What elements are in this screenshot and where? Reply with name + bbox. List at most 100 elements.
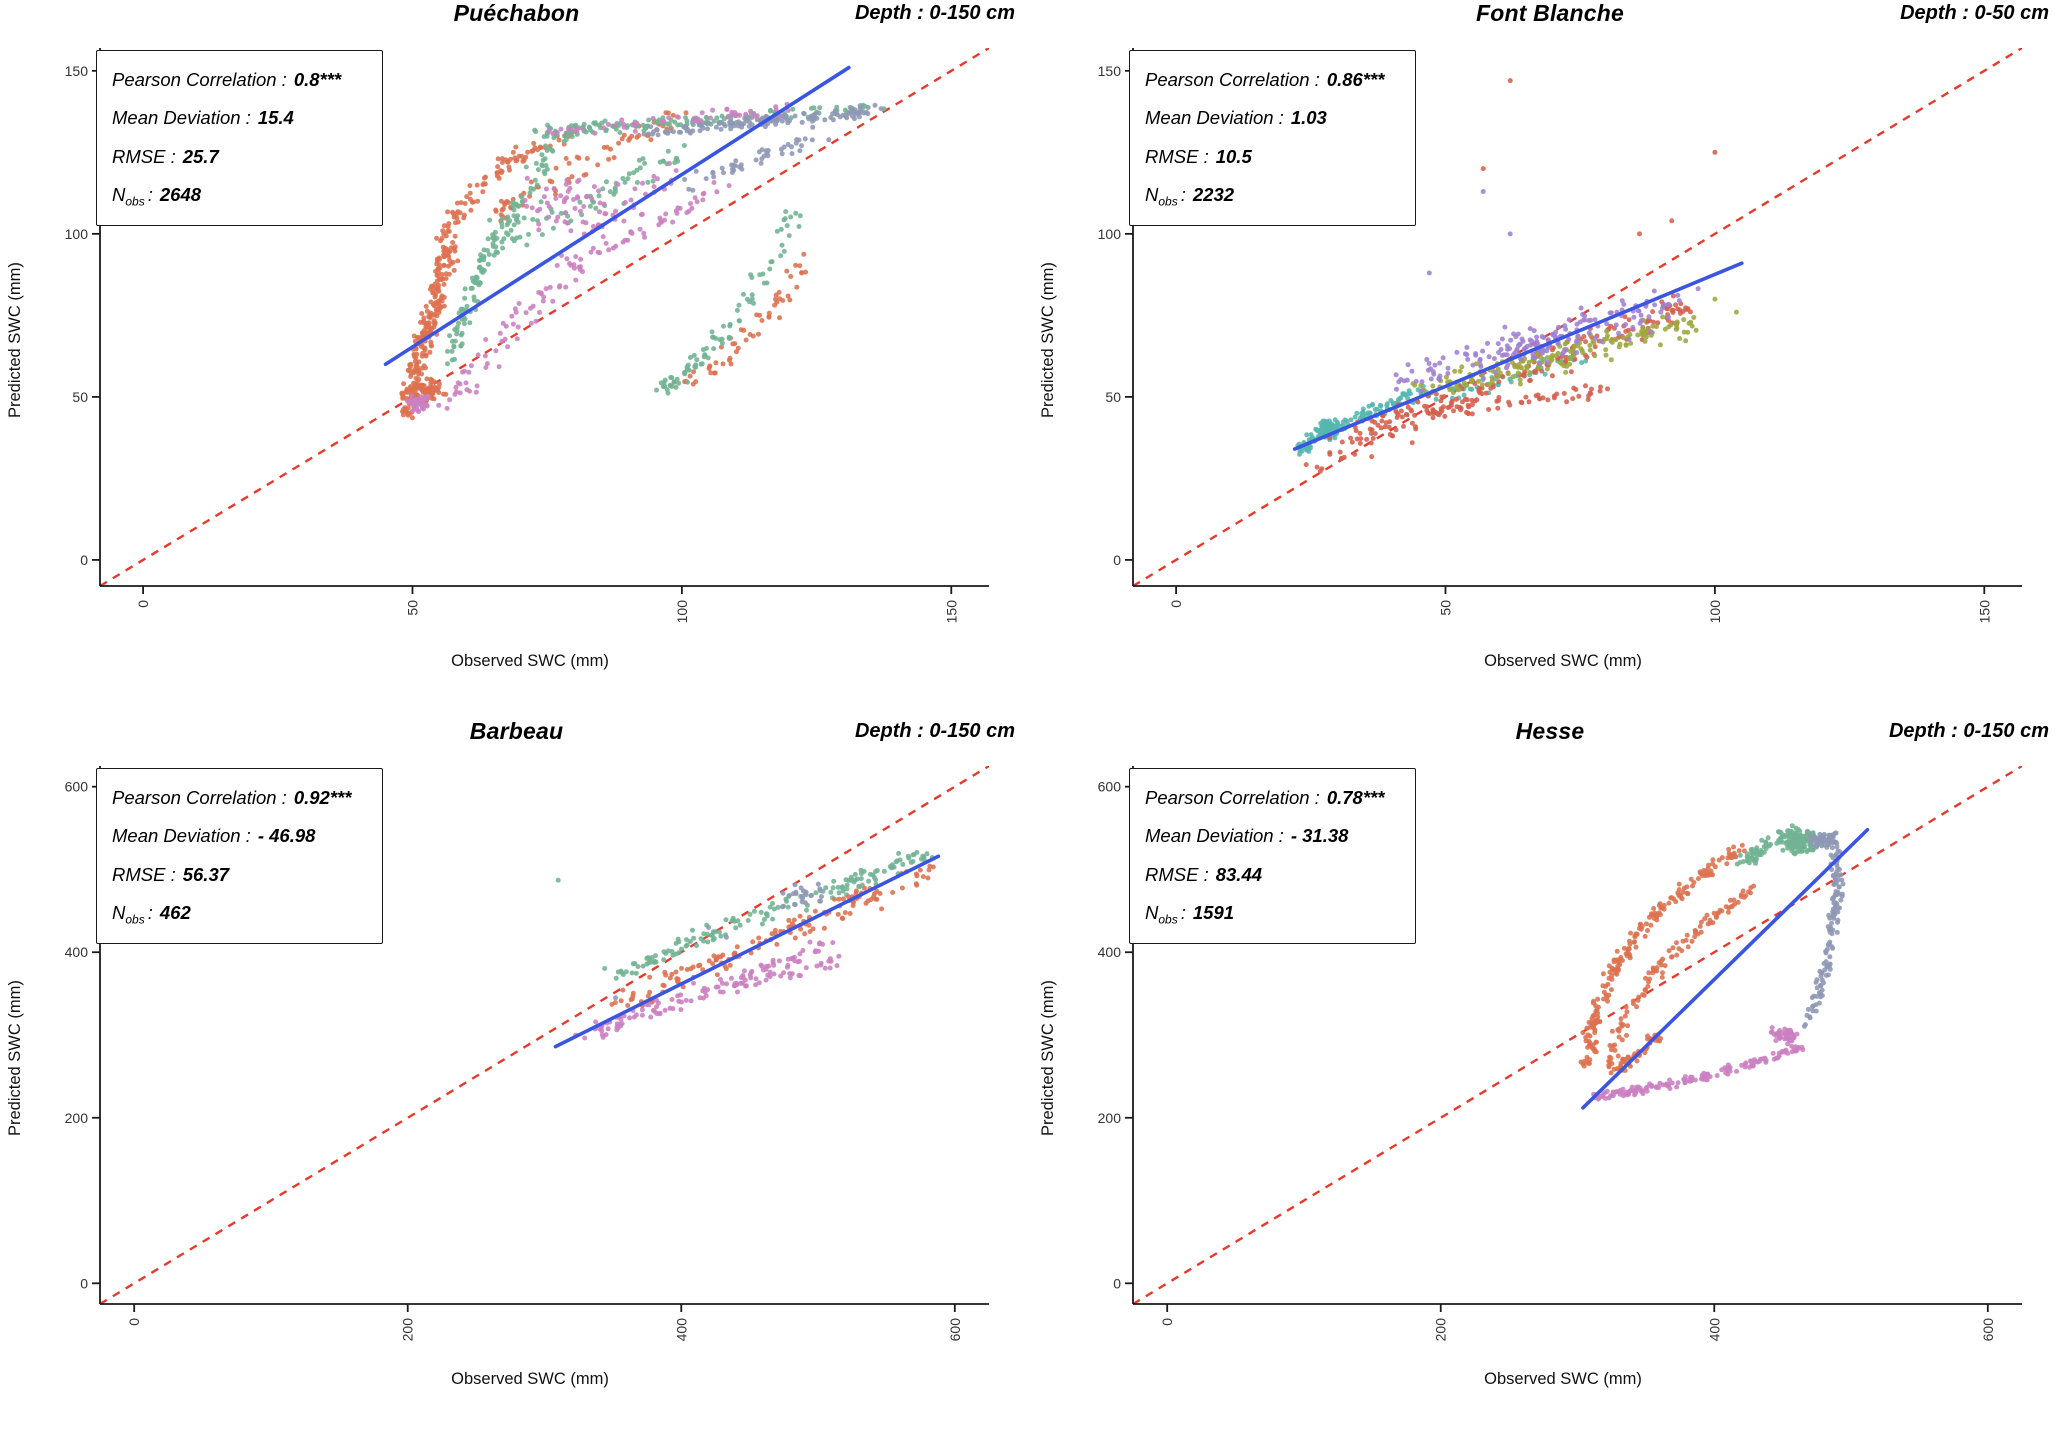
y-axis-label: Predicted SWC (mm): [1039, 262, 1057, 418]
stat-row-nobs: Nobs: 462: [112, 894, 362, 933]
depth-label: Depth : 0-150 cm: [1888, 720, 2049, 742]
svg-text:200: 200: [65, 1110, 89, 1126]
stat-value: 1.03: [1290, 107, 1327, 129]
svg-text:0: 0: [135, 600, 151, 608]
scatter-plot: 0 200 400 600 0 200 400 600: [65, 766, 989, 1342]
svg-text:100: 100: [65, 226, 89, 242]
stat-label: Pearson Correlation :: [1145, 69, 1320, 90]
panel-barbeau: Barbeau Depth : 0-150 cm Predicted SWC (…: [0, 718, 1033, 1436]
stat-row: Pearson Correlation : 0.78***: [1145, 779, 1395, 817]
svg-text:400: 400: [1098, 944, 1122, 960]
panel-hesse: Hesse Depth : 0-150 cm Predicted SWC (mm…: [1033, 718, 2067, 1436]
stat-row: Pearson Correlation : 0.8***: [112, 61, 362, 99]
depth-label: Depth : 0-150 cm: [854, 2, 1015, 24]
stat-row-nobs: Nobs: 2648: [112, 176, 362, 215]
panel-title: Hesse: [1515, 718, 1585, 744]
stat-value: 25.7: [182, 145, 219, 167]
stat-value: 10.5: [1215, 145, 1252, 167]
scatter-plot: 0 50 100 150 0 50 100 150: [65, 48, 989, 624]
stats-box: Pearson Correlation : 0.78*** Mean Deviat…: [1129, 768, 1416, 945]
stat-row: RMSE : 10.5: [1145, 138, 1395, 176]
svg-text:400: 400: [65, 944, 89, 960]
stat-row: Mean Deviation : - 31.38: [1145, 817, 1395, 855]
stat-value: - 46.98: [257, 825, 316, 847]
stats-box: Pearson Correlation : 0.8*** Mean Deviati…: [96, 50, 383, 227]
y-axis-label: Predicted SWC (mm): [1039, 980, 1057, 1136]
svg-text:0: 0: [126, 1318, 142, 1326]
stat-value: 2648: [159, 184, 202, 206]
stat-label: Nobs:: [1145, 184, 1186, 210]
stat-value: 0.78***: [1326, 787, 1385, 808]
stat-label: Nobs:: [112, 902, 153, 928]
panel-title: Font Blanche: [1475, 0, 1625, 26]
stat-label: Pearson Correlation :: [112, 787, 287, 808]
svg-text:100: 100: [1098, 226, 1122, 242]
svg-text:0: 0: [80, 1275, 88, 1291]
stat-label: Nobs:: [1145, 902, 1186, 928]
stat-label: Pearson Correlation :: [112, 69, 287, 90]
svg-text:0: 0: [80, 552, 88, 568]
svg-text:600: 600: [1098, 779, 1122, 795]
svg-text:200: 200: [400, 1318, 416, 1342]
svg-text:150: 150: [1098, 63, 1122, 79]
scatter-plot: 0 50 100 150 0 50 100 150: [1098, 48, 2022, 624]
stat-value: 0.8***: [293, 69, 342, 90]
stat-label: RMSE :: [112, 145, 176, 167]
stat-row-nobs: Nobs: 2232: [1145, 176, 1395, 215]
svg-text:100: 100: [674, 600, 690, 624]
x-axis-label: Observed SWC (mm): [451, 652, 609, 670]
stat-value: 0.86***: [1326, 69, 1385, 90]
svg-text:50: 50: [1105, 389, 1121, 405]
svg-text:150: 150: [65, 63, 89, 79]
stat-value: 15.4: [257, 107, 294, 129]
svg-text:50: 50: [1437, 600, 1453, 616]
panel-font-blanche: Font Blanche Depth : 0-50 cm Predicted S…: [1033, 0, 2067, 718]
svg-text:0: 0: [1113, 552, 1121, 568]
stat-row: RMSE : 83.44: [1145, 856, 1395, 894]
svg-text:400: 400: [673, 1318, 689, 1342]
stat-value: 83.44: [1215, 863, 1263, 885]
y-axis-label: Predicted SWC (mm): [6, 262, 24, 418]
y-axis-label: Predicted SWC (mm): [6, 980, 24, 1136]
svg-text:0: 0: [1168, 600, 1184, 608]
stat-label: RMSE :: [1145, 863, 1209, 885]
stat-row: Mean Deviation : 15.4: [112, 99, 362, 137]
stat-label: Mean Deviation :: [112, 107, 251, 129]
depth-label: Depth : 0-150 cm: [854, 720, 1015, 742]
svg-text:600: 600: [65, 779, 89, 795]
svg-text:200: 200: [1433, 1318, 1449, 1342]
panel-title: Barbeau: [469, 718, 564, 744]
svg-text:600: 600: [1980, 1318, 1996, 1342]
x-axis-label: Observed SWC (mm): [1484, 1370, 1642, 1388]
stat-label: Pearson Correlation :: [1145, 787, 1320, 808]
stat-row: Pearson Correlation : 0.86***: [1145, 61, 1395, 99]
x-axis-label: Observed SWC (mm): [451, 1370, 609, 1388]
svg-text:150: 150: [943, 600, 959, 624]
stat-label: Mean Deviation :: [1145, 107, 1284, 129]
stat-label: Mean Deviation :: [112, 825, 251, 847]
svg-text:0: 0: [1159, 1318, 1175, 1326]
stat-label: RMSE :: [1145, 145, 1209, 167]
stat-label: Nobs:: [112, 184, 153, 210]
svg-text:600: 600: [947, 1318, 963, 1342]
stat-value: 2232: [1192, 184, 1235, 206]
panel-puechabon: Puéchabon Depth : 0-150 cm Predicted SWC…: [0, 0, 1033, 718]
svg-text:0: 0: [1113, 1275, 1121, 1291]
svg-text:50: 50: [72, 389, 88, 405]
stat-value: 56.37: [182, 863, 230, 885]
stat-value: 1591: [1192, 902, 1235, 924]
stat-label: RMSE :: [112, 863, 176, 885]
svg-text:100: 100: [1707, 600, 1723, 624]
stat-row: RMSE : 56.37: [112, 856, 362, 894]
panel-title: Puéchabon: [453, 0, 580, 26]
stat-value: 0.92***: [293, 787, 352, 808]
stat-label: Mean Deviation :: [1145, 825, 1284, 847]
stat-row: Pearson Correlation : 0.92***: [112, 779, 362, 817]
stat-value: 462: [159, 902, 191, 924]
stats-box: Pearson Correlation : 0.92*** Mean Deviat…: [96, 768, 383, 945]
stat-row: Mean Deviation : - 46.98: [112, 817, 362, 855]
stats-box: Pearson Correlation : 0.86*** Mean Deviat…: [1129, 50, 1416, 227]
stat-value: - 31.38: [1290, 825, 1349, 847]
stat-row: Mean Deviation : 1.03: [1145, 99, 1395, 137]
